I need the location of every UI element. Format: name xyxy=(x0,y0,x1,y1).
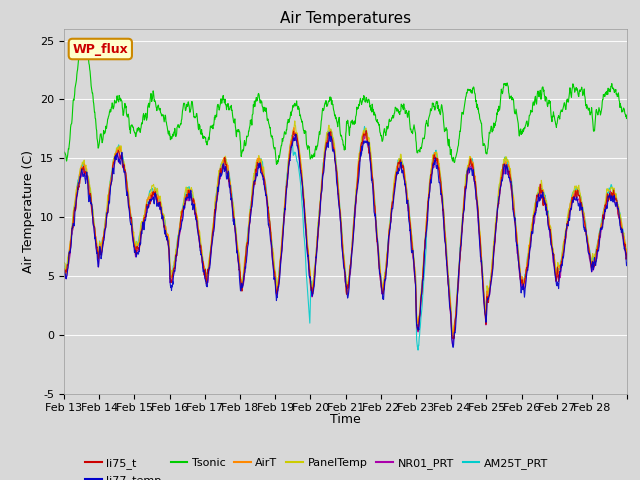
Text: WP_flux: WP_flux xyxy=(72,43,128,56)
Title: Air Temperatures: Air Temperatures xyxy=(280,11,411,26)
X-axis label: Time: Time xyxy=(330,413,361,426)
Y-axis label: Air Temperature (C): Air Temperature (C) xyxy=(22,150,35,273)
Legend: li75_t, li77_temp, Tsonic, AirT, PanelTemp, NR01_PRT, AM25T_PRT: li75_t, li77_temp, Tsonic, AirT, PanelTe… xyxy=(81,454,552,480)
